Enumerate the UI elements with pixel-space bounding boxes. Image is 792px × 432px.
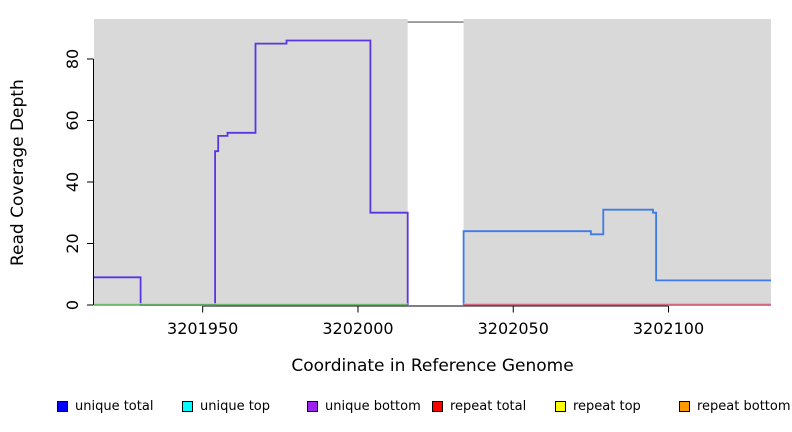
legend-item-repeat-top: repeat top [555, 399, 641, 414]
legend-item-unique-top: unique top [182, 399, 270, 414]
legend-item-repeat-total: repeat total [432, 399, 526, 414]
legend-label-repeat-total: repeat total [450, 399, 527, 414]
x-axis-title: Coordinate in Reference Genome [291, 356, 574, 376]
legend-label-repeat-top: repeat top [573, 399, 641, 414]
plot-canvas: 3201950 3202000 3202050 3202100 0 20 40 60 80 [63, 19, 771, 338]
legend-swatch-repeat-total [432, 401, 443, 412]
legend-swatch-repeat-top [555, 401, 566, 412]
x-axis-tick-label: 3202050 [478, 319, 549, 338]
legend-swatch-unique-total [57, 401, 68, 412]
x-axis-tick-label: 3202100 [633, 319, 704, 338]
y-axis-tick-label: 80 [63, 49, 82, 69]
legend-label-repeat-bottom: repeat bottom [697, 399, 791, 414]
legend-label-unique-top: unique top [200, 399, 271, 414]
legend-item-unique-total: unique total [57, 399, 153, 414]
y-axis-title: Read Coverage Depth [8, 79, 28, 267]
legend-item-unique-bottom: unique bottom [307, 399, 421, 414]
y-axis-tick-label: 20 [63, 233, 82, 253]
x-axis-tick-label: 3202000 [322, 319, 393, 338]
legend: unique total unique top unique bottom repea… [0, 399, 792, 419]
x-axis-tick-label: 3201950 [167, 319, 238, 338]
y-axis-tick-label: 60 [63, 110, 82, 130]
y-axis-tick-label: 0 [63, 300, 82, 310]
legend-item-repeat-bottom: repeat bottom [679, 399, 791, 414]
legend-swatch-unique-top [182, 401, 193, 412]
legend-swatch-repeat-bottom [679, 401, 690, 412]
legend-swatch-unique-bottom [307, 401, 318, 412]
legend-label-unique-total: unique total [75, 399, 154, 414]
series-line-unique-coverage-right-segment [462, 208, 771, 305]
legend-label-unique-bottom: unique bottom [325, 399, 421, 414]
y-axis-tick-label: 40 [63, 172, 82, 192]
gap-band [407, 19, 464, 305]
